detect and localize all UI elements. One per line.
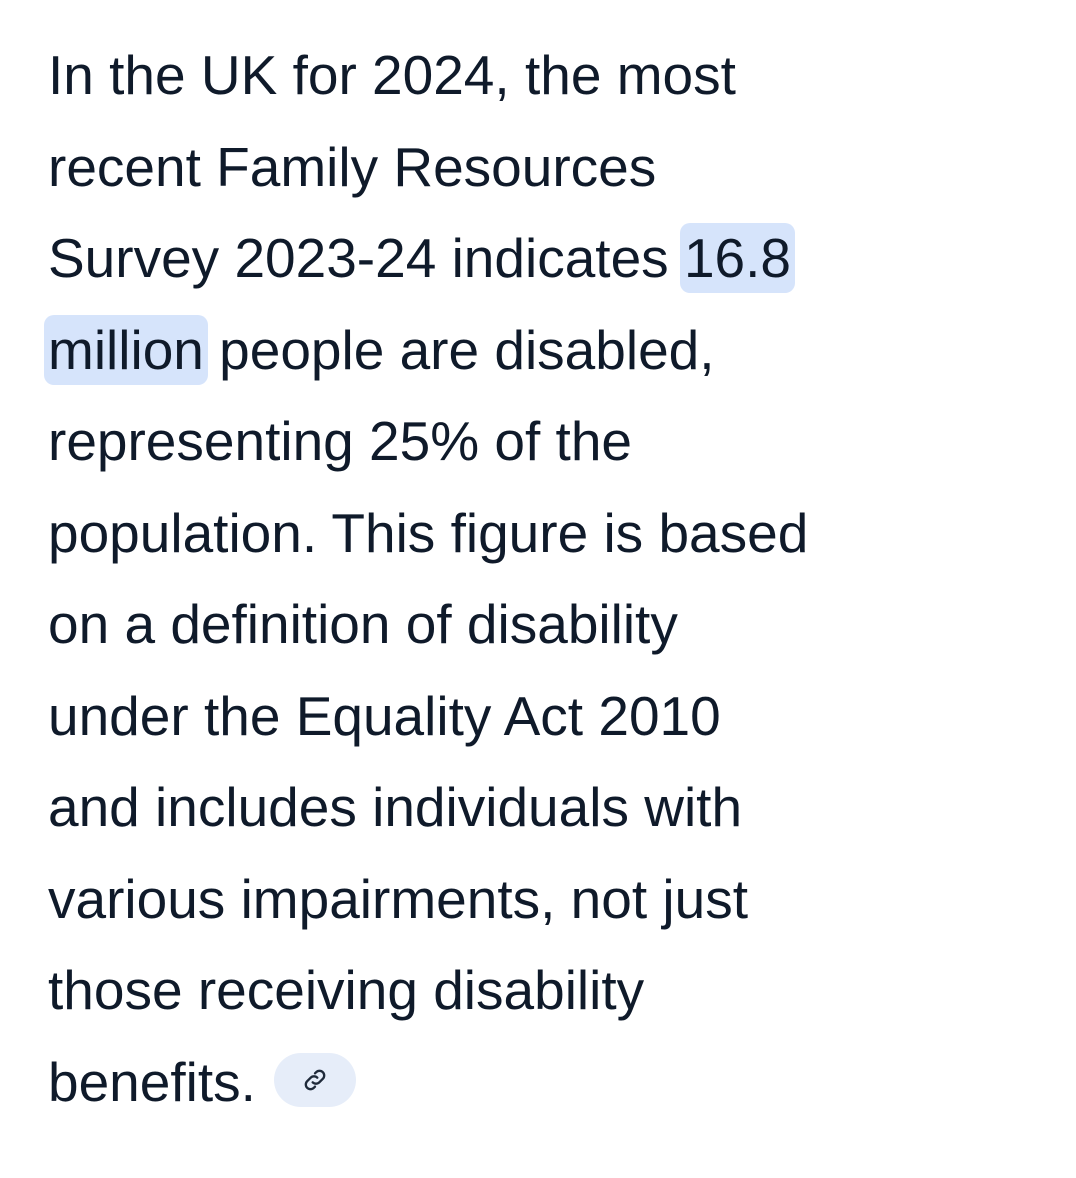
text-line: representing 25% of the (48, 396, 808, 488)
text-line: and includes individuals with (48, 762, 808, 854)
text-line: benefits. (48, 1037, 808, 1129)
highlighted-text: million (44, 314, 208, 385)
text-segment: recent Family Resources (48, 135, 657, 198)
text-segment: on a definition of disability (48, 593, 678, 655)
text-segment: and includes individuals with (48, 776, 743, 838)
answer-text: In the UK for 2024, the most recent Famil… (44, 30, 808, 1129)
text-line: million people are disabled, (44, 305, 808, 397)
text-segment: benefits. (48, 1050, 256, 1113)
text-line: various impairments, not just (48, 854, 808, 946)
text-line: on a definition of disability (48, 579, 808, 671)
text-segment: under the Equality Act 2010 (48, 684, 721, 747)
text-line: In the UK for 2024, the most (48, 30, 808, 122)
text-line: under the Equality Act 2010 (48, 671, 808, 763)
text-line: population. This figure is based (48, 488, 808, 580)
link-icon (304, 1069, 326, 1091)
text-line: Survey 2023-24 indicates 16.8 (48, 213, 808, 305)
highlighted-text: 16.8 (679, 223, 795, 293)
text-segment: those receiving disability (48, 959, 645, 1021)
text-segment: people are disabled, (203, 318, 715, 381)
text-segment: various impairments, not just (48, 867, 748, 930)
source-link-chip[interactable] (273, 1052, 356, 1107)
text-segment: population. This figure is based (48, 501, 809, 564)
text-segment: representing 25% of the (48, 410, 632, 472)
text-line: those receiving disability (48, 945, 808, 1037)
text-line: recent Family Resources (48, 122, 808, 214)
text-segment: Survey 2023-24 indicates (48, 227, 684, 289)
text-segment: In the UK for 2024, the most (48, 44, 736, 106)
